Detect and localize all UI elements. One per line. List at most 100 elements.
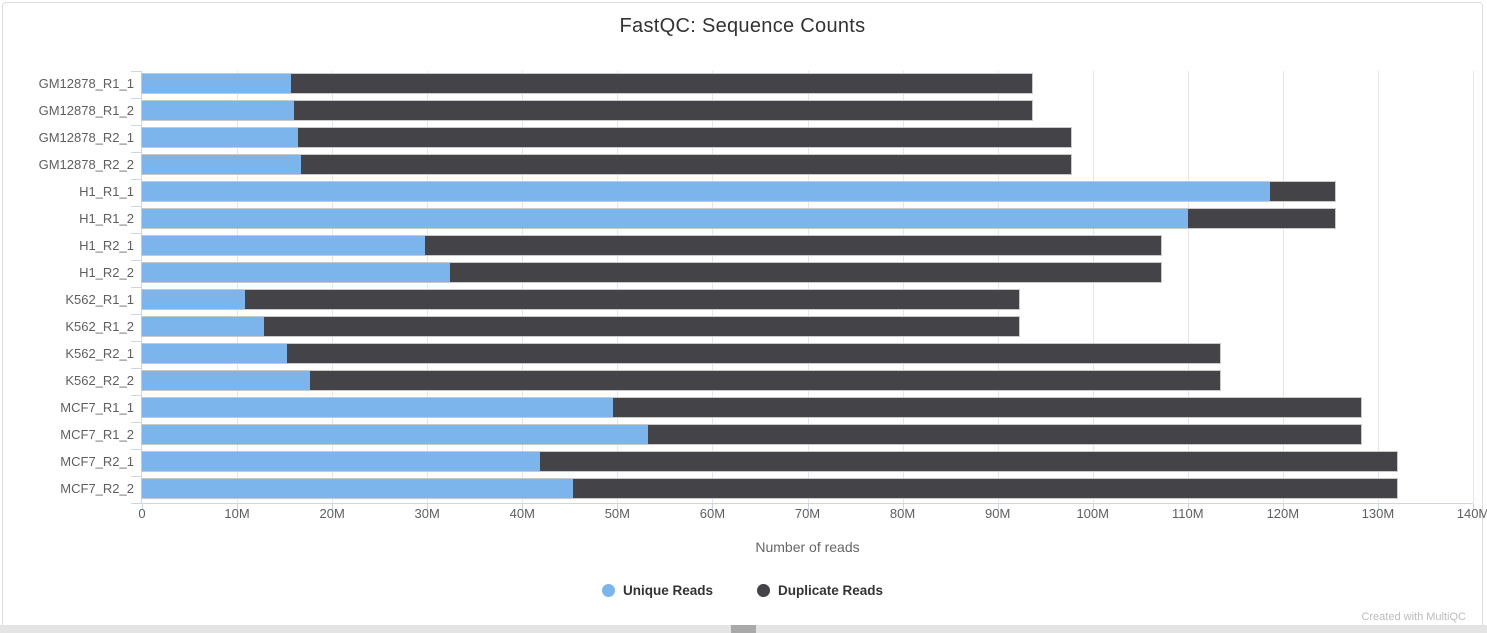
legend-label: Unique Reads	[622, 583, 713, 598]
bar-segment-duplicate-reads[interactable]	[612, 398, 1361, 417]
bar-row-gm12878-r2-2	[141, 154, 1072, 175]
x-tick-mark	[427, 504, 429, 510]
y-tick-mark	[131, 71, 141, 72]
bar-segment-duplicate-reads[interactable]	[244, 290, 1019, 309]
x-tick-mark	[237, 504, 239, 510]
bar-row-mcf7-r2-2	[141, 478, 1398, 499]
y-tick-mark	[131, 125, 141, 126]
x-axis-tick-labels: 0 10M 20M 30M 40M 50M 60M 70M 80M 90M 100M 110M 120M…	[138, 506, 1487, 524]
y-axis-label-k562-r2-2: K562_R2_2	[65, 373, 134, 388]
y-tick-mark	[131, 449, 141, 450]
x-axis-tick-label: 0	[138, 506, 146, 521]
bar-row-mcf7-r1-1	[141, 397, 1362, 418]
bar-row-mcf7-r1-2	[141, 424, 1362, 445]
horizontal-scrollbar-thumb[interactable]	[731, 625, 756, 633]
bar-segment-duplicate-reads[interactable]	[291, 74, 1032, 93]
y-axis-label-mcf7-r2-2: MCF7_R2_2	[60, 481, 134, 496]
gridline	[427, 71, 429, 503]
bar-segment-unique-reads[interactable]	[142, 236, 426, 255]
bar-segment-duplicate-reads[interactable]	[1187, 209, 1336, 228]
bar-segment-unique-reads[interactable]	[142, 182, 1270, 201]
bar-row-gm12878-r1-1	[141, 73, 1033, 94]
x-axis-tick-label: 60M	[699, 506, 726, 521]
x-tick-mark	[617, 504, 619, 510]
x-axis-tick-label: 110M	[1172, 506, 1204, 521]
gridline	[1473, 71, 1474, 503]
x-tick-mark	[807, 504, 809, 510]
x-tick-mark	[997, 504, 999, 510]
bar-segment-unique-reads[interactable]	[142, 263, 451, 282]
legend-marker-icon	[601, 584, 615, 597]
x-tick-mark	[1473, 504, 1474, 510]
y-tick-mark	[131, 152, 141, 153]
bar-segment-unique-reads[interactable]	[142, 101, 295, 120]
bar-row-gm12878-r1-2	[141, 100, 1033, 121]
y-tick-mark	[131, 476, 141, 477]
bar-segment-unique-reads[interactable]	[142, 155, 301, 174]
legend-marker-icon	[756, 584, 770, 597]
gridline	[1092, 71, 1094, 503]
bar-row-h1-r1-2	[141, 208, 1337, 229]
gridline	[617, 71, 619, 503]
y-axis-label-gm12878-r2-1: GM12878_R2_1	[38, 130, 134, 145]
y-axis-label-k562-r2-1: K562_R2_1	[65, 346, 134, 361]
y-axis-label-gm12878-r1-2: GM12878_R1_2	[38, 103, 134, 118]
bar-segment-unique-reads[interactable]	[142, 344, 288, 363]
bar-row-k562-r2-2	[141, 370, 1222, 391]
bar-row-k562-r1-2	[141, 316, 1020, 337]
x-axis-tick-label: 50M	[604, 506, 630, 521]
x-axis-tick-label: 140M	[1456, 506, 1487, 521]
bar-segment-unique-reads[interactable]	[142, 452, 541, 471]
bar-row-h1-r2-2	[141, 262, 1163, 283]
bar-segment-unique-reads[interactable]	[142, 425, 648, 444]
bar-segment-unique-reads[interactable]	[142, 290, 245, 309]
bar-segment-duplicate-reads[interactable]	[540, 452, 1397, 471]
x-tick-mark	[1187, 504, 1189, 510]
bar-segment-unique-reads[interactable]	[142, 479, 573, 498]
x-tick-mark	[522, 504, 524, 510]
bar-segment-unique-reads[interactable]	[142, 398, 613, 417]
legend-item-unique-reads[interactable]: Unique Reads	[601, 583, 713, 598]
y-tick-mark	[131, 206, 141, 207]
bar-row-h1-r2-1	[141, 235, 1163, 256]
bar-segment-duplicate-reads[interactable]	[647, 425, 1361, 444]
x-axis-tick-label: 120M	[1266, 506, 1300, 521]
y-axis-label-mcf7-r1-1: MCF7_R1_1	[60, 400, 134, 415]
gridline	[1187, 71, 1189, 503]
bar-segment-duplicate-reads[interactable]	[450, 263, 1162, 282]
plot-area	[131, 71, 1474, 510]
y-tick-mark	[131, 98, 141, 99]
bar-segment-duplicate-reads[interactable]	[297, 128, 1071, 147]
bar-segment-duplicate-reads[interactable]	[1269, 182, 1336, 201]
x-axis-tick-label: 20M	[319, 506, 345, 521]
y-tick-mark	[131, 179, 141, 180]
y-tick-mark	[131, 368, 141, 369]
y-axis-label-mcf7-r1-2: MCF7_R1_2	[60, 427, 134, 442]
y-tick-mark	[131, 233, 141, 234]
bar-segment-unique-reads[interactable]	[142, 209, 1188, 228]
bar-segment-duplicate-reads[interactable]	[300, 155, 1071, 174]
bar-segment-unique-reads[interactable]	[142, 128, 298, 147]
gridline	[1377, 71, 1379, 503]
legend-item-duplicate-reads[interactable]: Duplicate Reads	[756, 583, 884, 598]
x-axis-tick-label: 100M	[1076, 506, 1109, 521]
bar-segment-duplicate-reads[interactable]	[310, 371, 1221, 390]
legend-label: Duplicate Reads	[777, 583, 884, 598]
x-tick-mark	[1282, 504, 1284, 510]
bar-segment-unique-reads[interactable]	[142, 74, 292, 93]
gridline	[997, 71, 999, 503]
y-tick-mark	[131, 503, 141, 504]
gridline	[522, 71, 524, 503]
bar-row-gm12878-r2-1	[141, 127, 1072, 148]
x-tick-mark	[902, 504, 904, 510]
x-axis-title: Number of reads	[755, 539, 860, 555]
x-axis-tick-label: 40M	[509, 506, 535, 521]
bar-segment-unique-reads[interactable]	[142, 317, 264, 336]
bar-segment-duplicate-reads[interactable]	[263, 317, 1019, 336]
bar-segment-unique-reads[interactable]	[142, 371, 311, 390]
bar-segment-duplicate-reads[interactable]	[287, 344, 1221, 363]
bar-segment-duplicate-reads[interactable]	[294, 101, 1032, 120]
bar-segment-duplicate-reads[interactable]	[425, 236, 1162, 255]
horizontal-scrollbar-track[interactable]	[0, 625, 1487, 633]
bar-segment-duplicate-reads[interactable]	[572, 479, 1397, 498]
